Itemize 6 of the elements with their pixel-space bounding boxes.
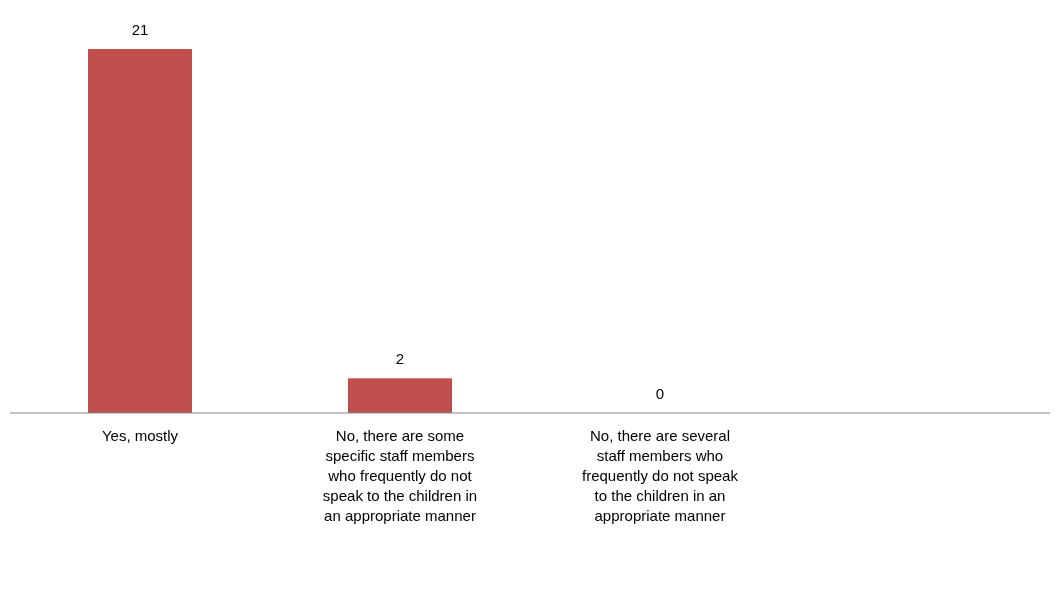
data-label: 21 <box>131 21 149 38</box>
data-label: 0 <box>655 385 665 402</box>
x-tick-label: Yes, mostly <box>101 427 179 444</box>
data-label: 2 <box>395 350 405 368</box>
x-tick-label: No, there are some specific staff members who frequently do not speak to the children in an appropriate manner <box>322 427 478 524</box>
x-tick-label: No, there are several staff members who frequently do not speak to the children in an appropriate manner <box>582 427 739 524</box>
